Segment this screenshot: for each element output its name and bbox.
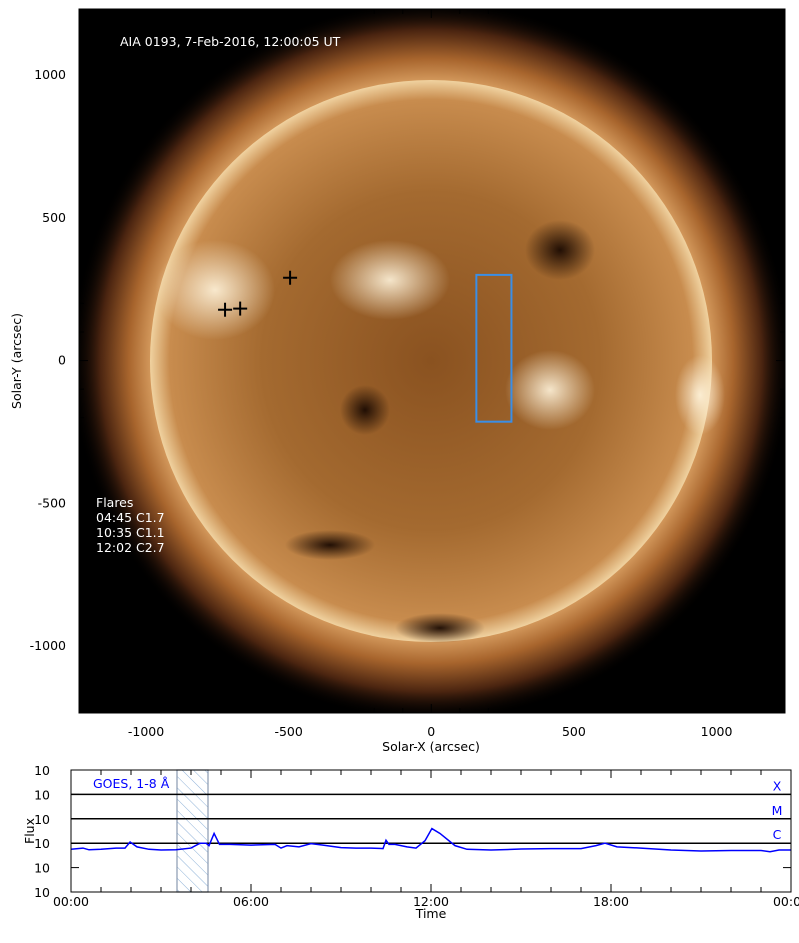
coronal-hole-ne: [525, 220, 595, 280]
goes-x-tick-label: 00:00: [773, 894, 799, 909]
goes-panel: XMC 00:0006:0012:0018:0000:0010-810-710-…: [22, 763, 799, 921]
highlight-window: [176, 769, 209, 893]
x-tick-label: 0: [427, 724, 435, 739]
active-region-north: [330, 240, 450, 320]
sun-image: [79, 9, 785, 713]
active-region-limb: [675, 355, 725, 435]
x-tick-label: -500: [274, 724, 302, 739]
x-tick-label: -1000: [128, 724, 164, 739]
field-of-view-box: [475, 273, 513, 423]
flare-marker: [283, 270, 298, 285]
goes-x-tick-label: 18:00: [593, 894, 629, 909]
goes-y-axis-label: Flux: [22, 818, 37, 844]
goes-y-tick-label: 10: [34, 812, 50, 827]
goes-y-tick-label: 10: [34, 763, 50, 778]
solar-disk: [150, 80, 712, 642]
flare-class-label: M: [772, 803, 783, 818]
image-frame: [78, 8, 786, 714]
flare-line: 10:35 C1.1: [96, 525, 165, 540]
goes-x-tick-label: 06:00: [233, 894, 269, 909]
flare-class-label: X: [773, 778, 782, 793]
x-axis-label: Solar-X (arcsec): [382, 739, 480, 754]
y-axis-label: Solar-Y (arcsec): [9, 313, 24, 409]
goes-x-axis-label: Time: [415, 906, 447, 921]
coronal-hole-sw: [285, 530, 375, 560]
x-tick-label: 500: [562, 724, 586, 739]
goes-y-tick-label: 10: [34, 861, 50, 876]
goes-x-tick-label: 12:00: [413, 894, 449, 909]
solar-image-panel: AIA 0193, 7-Feb-2016, 12:00:05 UT Flares…: [9, 8, 786, 754]
y-tick-label: -1000: [30, 638, 66, 653]
flare-line: 12:02 C2.7: [96, 540, 165, 555]
x-tick-label: 1000: [701, 724, 733, 739]
goes-legend: GOES, 1-8 Å: [93, 776, 170, 791]
active-region-east: [155, 240, 275, 340]
flare-line: 04:45 C1.7: [96, 510, 165, 525]
flares-annotation: Flares 04:45 C1.7 10:35 C1.1 12:02 C2.7: [96, 495, 165, 555]
goes-y-tick-label: 10: [34, 787, 50, 802]
y-tick-label: 500: [42, 210, 66, 225]
active-region-west: [505, 350, 595, 430]
flare-marker: [233, 301, 248, 316]
goes-y-tick-label: 10: [34, 836, 50, 851]
y-tick-label: -500: [38, 495, 66, 510]
flares-heading: Flares: [96, 495, 133, 510]
coronal-hole-center: [340, 385, 390, 435]
image-title: AIA 0193, 7-Feb-2016, 12:00:05 UT: [120, 34, 341, 49]
y-tick-label: 1000: [34, 67, 66, 82]
flare-marker: [218, 302, 233, 317]
goes-frame: [70, 769, 792, 893]
coronal-hole-south: [395, 613, 485, 643]
goes-flux-series: [70, 827, 791, 853]
goes-y-tick-label: 10: [34, 885, 50, 900]
y-tick-label: 0: [58, 353, 66, 368]
flare-class-label: C: [773, 827, 782, 842]
goes-x-tick-label: 00:00: [53, 894, 89, 909]
